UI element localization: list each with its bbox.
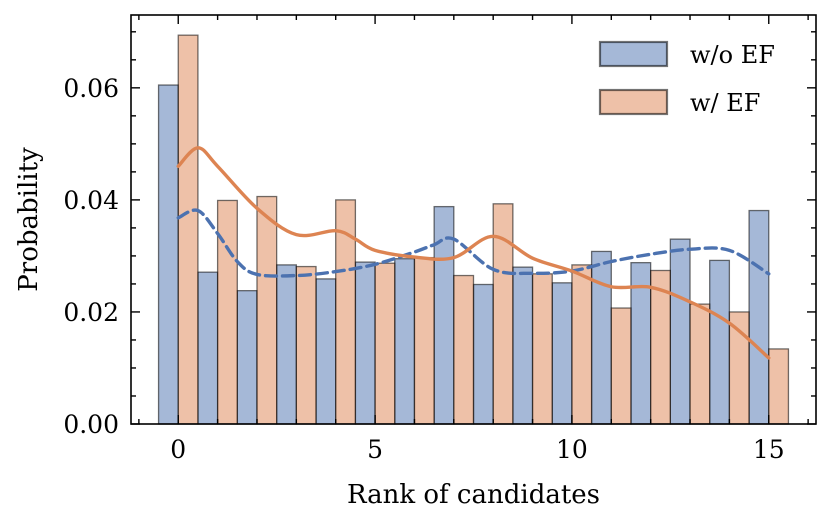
bar-w-o-ef-5 bbox=[354, 261, 376, 425]
bar-w-ef-11 bbox=[610, 307, 632, 425]
y-tick-label: 0.02 bbox=[63, 298, 119, 327]
legend-swatch-w-o-ef bbox=[598, 40, 669, 68]
y-axis-label: Probability bbox=[14, 147, 44, 292]
bar-w-o-ef-11 bbox=[590, 250, 612, 425]
bar-w-ef-2 bbox=[256, 195, 278, 425]
x-tick-label: 5 bbox=[367, 435, 383, 464]
bar-w-ef-0 bbox=[177, 34, 199, 425]
legend-label-w-o-ef: w/o EF bbox=[690, 41, 775, 69]
x-tick-label: 10 bbox=[556, 435, 588, 464]
bar-w-ef-14 bbox=[728, 311, 750, 425]
bar-w-o-ef-10 bbox=[551, 282, 573, 425]
y-tick-label: 0.06 bbox=[63, 74, 119, 103]
bar-w-ef-10 bbox=[571, 264, 593, 425]
bar-w-o-ef-14 bbox=[709, 259, 731, 425]
bar-w-ef-3 bbox=[295, 265, 317, 425]
kde-layer bbox=[176, 146, 771, 360]
y-tick-label: 0.00 bbox=[63, 410, 119, 439]
tick-labels: 0 5 10 15 0.00 0.02 0.04 0.06 bbox=[63, 74, 784, 464]
y-tick-label: 0.04 bbox=[63, 186, 119, 215]
bar-w-o-ef-1 bbox=[197, 271, 219, 425]
bar-w-o-ef-15 bbox=[748, 209, 770, 425]
bar-w-ef-5 bbox=[374, 262, 396, 425]
bar-w-o-ef-0 bbox=[157, 84, 179, 425]
bar-w-o-ef-2 bbox=[236, 290, 258, 425]
legend-swatch-w-ef bbox=[598, 88, 669, 116]
bar-w-ef-9 bbox=[531, 273, 553, 425]
bar-w-o-ef-13 bbox=[669, 238, 691, 425]
plot-frame bbox=[130, 14, 817, 425]
kde-line-w-ef bbox=[176, 146, 771, 360]
bar-w-o-ef-9 bbox=[512, 266, 534, 425]
bars-layer bbox=[157, 34, 790, 425]
x-axis-label: Rank of candidates bbox=[347, 480, 600, 510]
legend: w/o EF w/ EF bbox=[598, 40, 775, 117]
x-tick-label: 0 bbox=[170, 435, 186, 464]
bar-w-o-ef-4 bbox=[315, 278, 337, 425]
bar-w-ef-1 bbox=[216, 199, 238, 425]
bar-w-o-ef-3 bbox=[276, 264, 297, 425]
x-tick-label: 15 bbox=[753, 435, 785, 464]
ticks-layer bbox=[131, 15, 816, 425]
plot-area bbox=[130, 14, 817, 425]
bar-w-o-ef-6 bbox=[394, 258, 416, 425]
bar-w-ef-6 bbox=[413, 256, 435, 425]
kde-line-w-o-ef bbox=[176, 208, 771, 278]
bar-w-o-ef-8 bbox=[472, 283, 494, 425]
legend-label-w-ef: w/ EF bbox=[690, 89, 760, 117]
bar-w-ef-13 bbox=[689, 303, 711, 425]
bar-w-ef-7 bbox=[453, 274, 475, 425]
bar-w-ef-15 bbox=[768, 348, 790, 425]
